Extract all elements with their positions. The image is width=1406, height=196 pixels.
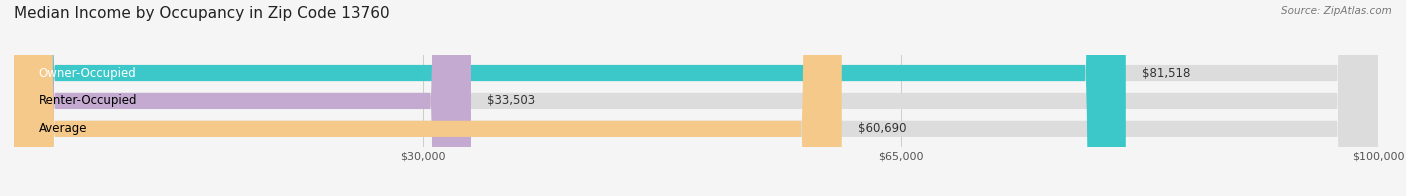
FancyBboxPatch shape [14, 0, 1378, 196]
Text: Average: Average [38, 122, 87, 135]
FancyBboxPatch shape [14, 0, 471, 196]
Text: $60,690: $60,690 [858, 122, 907, 135]
Text: Source: ZipAtlas.com: Source: ZipAtlas.com [1281, 6, 1392, 16]
FancyBboxPatch shape [14, 0, 1126, 196]
Text: Renter-Occupied: Renter-Occupied [38, 94, 138, 107]
FancyBboxPatch shape [14, 0, 1378, 196]
Text: Owner-Occupied: Owner-Occupied [38, 66, 136, 80]
Text: $81,518: $81,518 [1142, 66, 1191, 80]
FancyBboxPatch shape [14, 0, 842, 196]
Text: $33,503: $33,503 [488, 94, 536, 107]
Text: Median Income by Occupancy in Zip Code 13760: Median Income by Occupancy in Zip Code 1… [14, 6, 389, 21]
FancyBboxPatch shape [14, 0, 1378, 196]
